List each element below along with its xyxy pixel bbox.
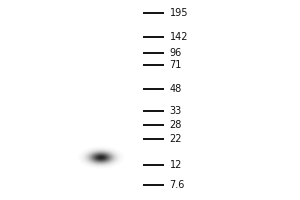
Text: 71: 71 bbox=[169, 60, 182, 70]
Text: 22: 22 bbox=[169, 134, 182, 144]
Text: 28: 28 bbox=[169, 120, 182, 130]
Text: 96: 96 bbox=[169, 48, 182, 58]
Text: 7.6: 7.6 bbox=[169, 180, 185, 190]
Text: 195: 195 bbox=[169, 8, 188, 18]
Text: 48: 48 bbox=[169, 84, 182, 94]
Text: 12: 12 bbox=[169, 160, 182, 170]
Text: 33: 33 bbox=[169, 106, 182, 116]
Text: 142: 142 bbox=[169, 32, 188, 42]
